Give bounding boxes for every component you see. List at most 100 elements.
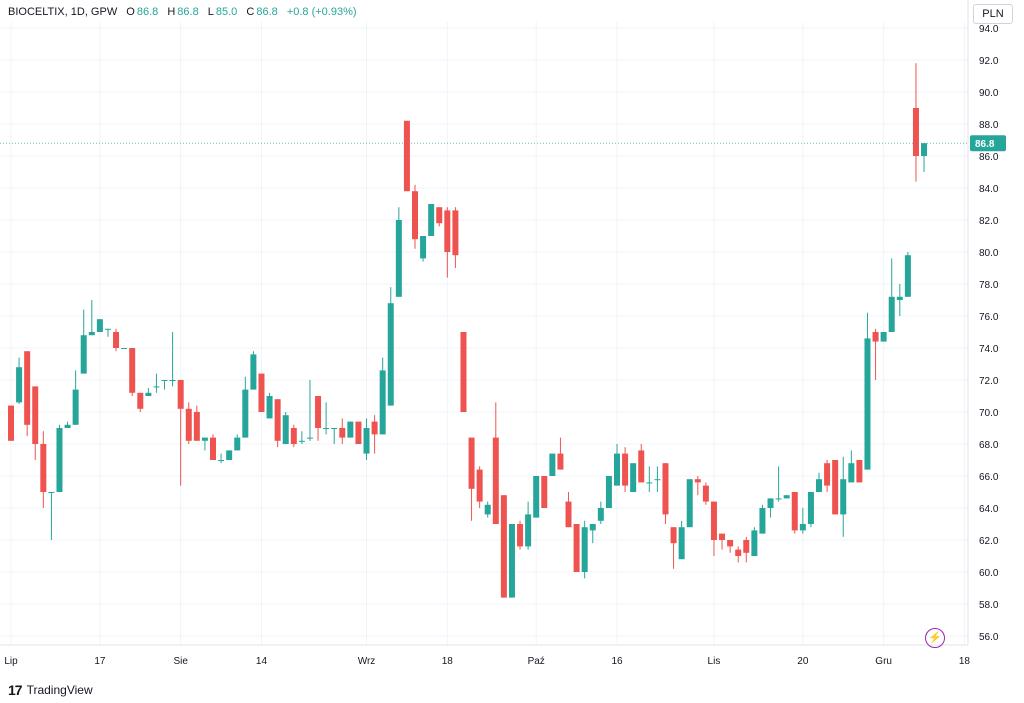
candle-up xyxy=(581,527,588,572)
candle-up xyxy=(201,437,208,441)
y-tick-label: 86.0 xyxy=(979,152,999,163)
x-tick-label: Lis xyxy=(708,656,721,667)
candle-down xyxy=(710,501,717,540)
candle-down xyxy=(24,351,31,425)
candle-up xyxy=(589,524,596,531)
candle-up xyxy=(306,437,313,439)
x-tick-label: Sie xyxy=(173,656,188,667)
candle-down xyxy=(403,120,410,192)
candle-up xyxy=(266,396,273,419)
candle-up xyxy=(363,428,370,454)
candle-up xyxy=(840,479,847,515)
x-tick-label: Gru xyxy=(875,656,892,667)
candle-down xyxy=(476,469,483,502)
candle-up xyxy=(654,479,661,481)
candle-down xyxy=(832,460,839,515)
candle-up xyxy=(298,440,305,442)
x-tick-label: 14 xyxy=(256,656,268,667)
candle-up xyxy=(848,463,855,483)
currency-button[interactable]: PLN xyxy=(973,4,1013,24)
candle-down xyxy=(129,348,136,393)
y-tick-label: 66.0 xyxy=(979,472,999,483)
candle-down xyxy=(824,463,831,486)
last-price-label: 86.8 xyxy=(975,139,995,150)
candle-up xyxy=(218,460,225,461)
y-tick-label: 88.0 xyxy=(979,120,999,131)
candle-up xyxy=(16,367,23,403)
candle-up xyxy=(549,453,556,476)
candle-up xyxy=(234,437,241,451)
candle-up xyxy=(80,335,87,374)
candle-up xyxy=(484,504,491,515)
candle-down xyxy=(193,412,200,441)
open-value: 86.8 xyxy=(136,6,159,18)
tradingview-logo-icon: 17 xyxy=(8,682,23,698)
close-value: 86.8 xyxy=(256,6,278,18)
candle-up xyxy=(379,370,386,435)
candle-up xyxy=(347,421,354,438)
candle-down xyxy=(670,527,677,544)
y-tick-label: 74.0 xyxy=(979,344,999,355)
y-tick-label: 60.0 xyxy=(979,568,999,579)
candle-down xyxy=(436,207,443,224)
lightning-icon[interactable]: ⚡ xyxy=(925,628,945,648)
candle-up xyxy=(121,348,128,349)
candle-down xyxy=(719,533,726,540)
candle-down xyxy=(32,386,39,444)
candle-up xyxy=(104,328,111,330)
y-tick-label: 90.0 xyxy=(979,88,999,99)
candle-down xyxy=(185,408,192,441)
symbol-name: BIOCELTIX, 1D, GPW xyxy=(8,6,118,18)
candle-down xyxy=(727,540,734,547)
candle-up xyxy=(783,495,790,499)
close-label: C xyxy=(246,6,255,18)
candle-up xyxy=(153,386,160,388)
tradingview-brand: TradingView xyxy=(26,683,93,697)
candle-up xyxy=(864,338,871,470)
x-tick-label: Lip xyxy=(4,656,18,667)
candle-down xyxy=(557,453,564,470)
y-tick-label: 70.0 xyxy=(979,408,999,419)
candle-up xyxy=(88,332,95,336)
candle-down xyxy=(40,444,47,492)
candle-down xyxy=(541,476,548,508)
candle-up xyxy=(331,428,338,429)
tradingview-footer: 17 TradingView xyxy=(8,682,93,698)
candle-up xyxy=(597,508,604,521)
x-tick-label: 18 xyxy=(442,656,454,667)
candle-down xyxy=(872,332,879,342)
candle-up xyxy=(904,255,911,297)
candle-up xyxy=(420,236,427,259)
candle-up xyxy=(533,476,540,518)
candle-up xyxy=(387,303,394,406)
candle-down xyxy=(339,428,346,438)
y-tick-label: 82.0 xyxy=(979,216,999,227)
change-value: +0.8 (+0.93%) xyxy=(286,6,357,18)
candle-up xyxy=(323,428,330,429)
candle-up xyxy=(807,492,814,524)
candle-up xyxy=(428,204,435,236)
candle-down xyxy=(622,453,629,486)
candle-up xyxy=(508,524,515,598)
x-tick-label: Paź xyxy=(528,656,545,667)
candle-up xyxy=(799,524,806,531)
x-tick-label: Wrz xyxy=(358,656,376,667)
candle-up xyxy=(816,479,822,492)
high-value: 86.8 xyxy=(177,6,199,18)
candle-down xyxy=(694,479,701,483)
candle-up xyxy=(759,508,766,534)
candle-down xyxy=(315,396,322,428)
candle-up xyxy=(525,514,532,547)
candle-up xyxy=(751,530,758,556)
candle-down xyxy=(274,399,281,441)
y-tick-label: 56.0 xyxy=(979,632,999,643)
candle-up xyxy=(242,389,249,438)
candle-down xyxy=(444,210,451,252)
candle-down xyxy=(500,495,507,598)
candle-up xyxy=(630,463,637,492)
y-tick-label: 92.0 xyxy=(979,56,999,67)
candle-up xyxy=(767,498,774,508)
candle-up xyxy=(395,220,402,297)
candle-up xyxy=(250,354,257,390)
